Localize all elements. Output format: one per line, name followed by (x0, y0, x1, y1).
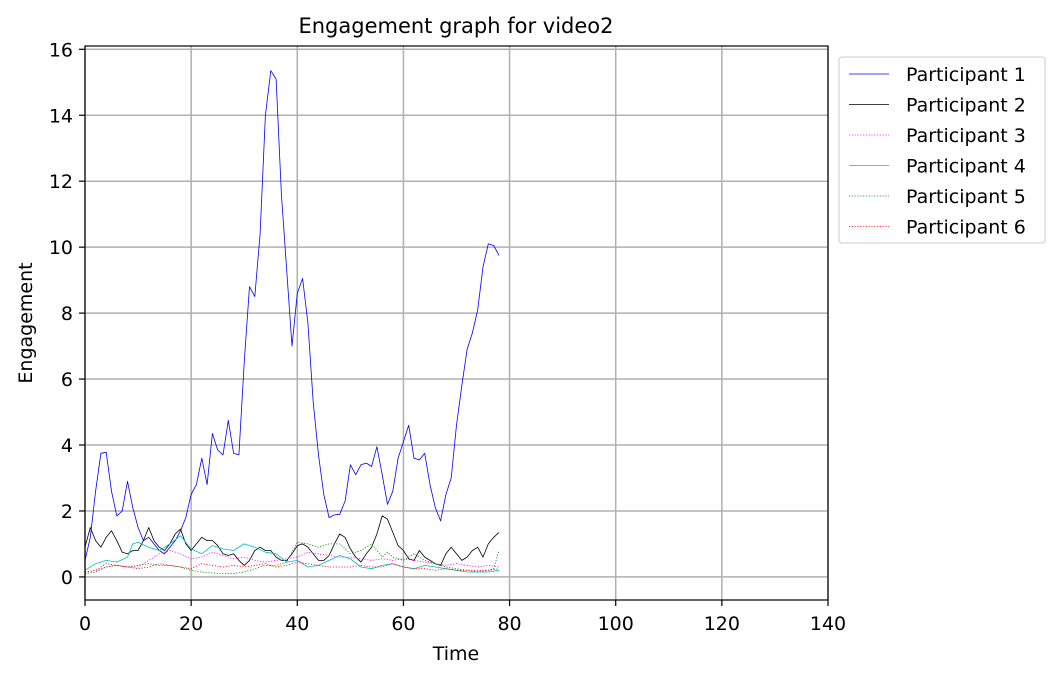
x-tick-label: 100 (598, 613, 634, 635)
y-tick-label: 8 (61, 303, 73, 325)
y-tick-label: 14 (49, 105, 73, 127)
x-tick-label: 40 (285, 613, 309, 635)
x-tick-label: 60 (391, 613, 415, 635)
legend-label: Participant 4 (906, 156, 1026, 178)
y-axis-label: Engagement (15, 262, 37, 383)
grid-lines (84, 46, 829, 600)
y-tick-label: 12 (49, 171, 73, 193)
series-line-participant-2 (84, 515, 500, 566)
series-line-participant-4 (84, 535, 500, 573)
y-tick-label: 0 (61, 567, 73, 589)
x-tick-label: 0 (79, 613, 91, 635)
legend-label: Participant 3 (906, 125, 1026, 147)
y-tick-label: 10 (49, 237, 73, 259)
x-tick-label: 20 (179, 613, 203, 635)
chart-title: Engagement graph for video2 (298, 14, 613, 38)
y-tick-label: 6 (61, 369, 73, 391)
series-line-participant-5 (84, 541, 500, 574)
x-tick-label: 120 (704, 613, 740, 635)
y-tick-label: 2 (61, 501, 73, 523)
legend-label: Participant 2 (906, 95, 1026, 117)
y-axis: 0 2 4 6 8 10 12 14 16 (49, 39, 85, 589)
legend-label: Participant 5 (906, 186, 1026, 208)
y-tick-label: 4 (61, 435, 73, 457)
series-line-participant-1 (84, 70, 500, 561)
x-axis-label: Time (432, 643, 480, 665)
plot-frame (84, 45, 829, 601)
legend: Participant 1 Participant 2 Participant 3 P… (838, 56, 1046, 244)
legend-label: Participant 6 (906, 217, 1026, 239)
series-layer (84, 70, 500, 574)
series-line-participant-6 (84, 561, 500, 573)
x-axis: 0 20 40 60 80 100 120 140 (79, 600, 846, 635)
x-tick-label: 80 (497, 613, 521, 635)
y-tick-label: 16 (49, 39, 73, 61)
legend-label: Participant 1 (906, 64, 1026, 86)
x-tick-label: 140 (810, 613, 846, 635)
legend-box (838, 56, 1046, 244)
